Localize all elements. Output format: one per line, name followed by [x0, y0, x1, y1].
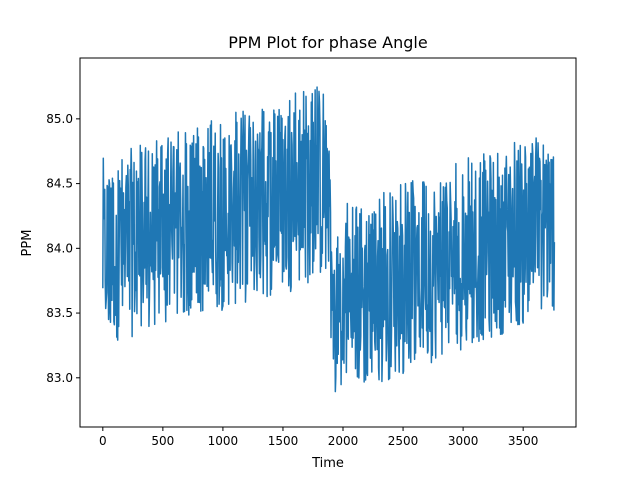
- x-tick-label: 500: [151, 434, 174, 448]
- ppm-series-line: [102, 86, 556, 393]
- x-tick-label: 3000: [448, 434, 479, 448]
- plot-frame: [79, 57, 577, 428]
- x-tick-label: 1000: [208, 434, 239, 448]
- y-tick-label: 84.0: [46, 241, 73, 255]
- x-tick-label: 1500: [268, 434, 299, 448]
- x-tick-label: 0: [99, 434, 107, 448]
- y-tick-label: 83.0: [46, 371, 73, 385]
- y-tick-label: 84.5: [46, 177, 73, 191]
- y-tick-label: 85.0: [46, 112, 73, 126]
- x-tick-label: 2500: [388, 434, 419, 448]
- axes: 0 500 1000 1500 2000 2500 3000 3500 83.0 83.5 84.0…: [46, 112, 538, 448]
- x-axis-label: Time: [311, 456, 344, 471]
- x-tick-label: 3500: [508, 434, 539, 448]
- y-axis-label: PPM: [20, 230, 35, 257]
- x-tick-label: 2000: [328, 434, 359, 448]
- chart-title: PPM Plot for phase Angle: [228, 33, 427, 52]
- y-tick-label: 83.5: [46, 306, 73, 320]
- plot-area: [102, 86, 556, 393]
